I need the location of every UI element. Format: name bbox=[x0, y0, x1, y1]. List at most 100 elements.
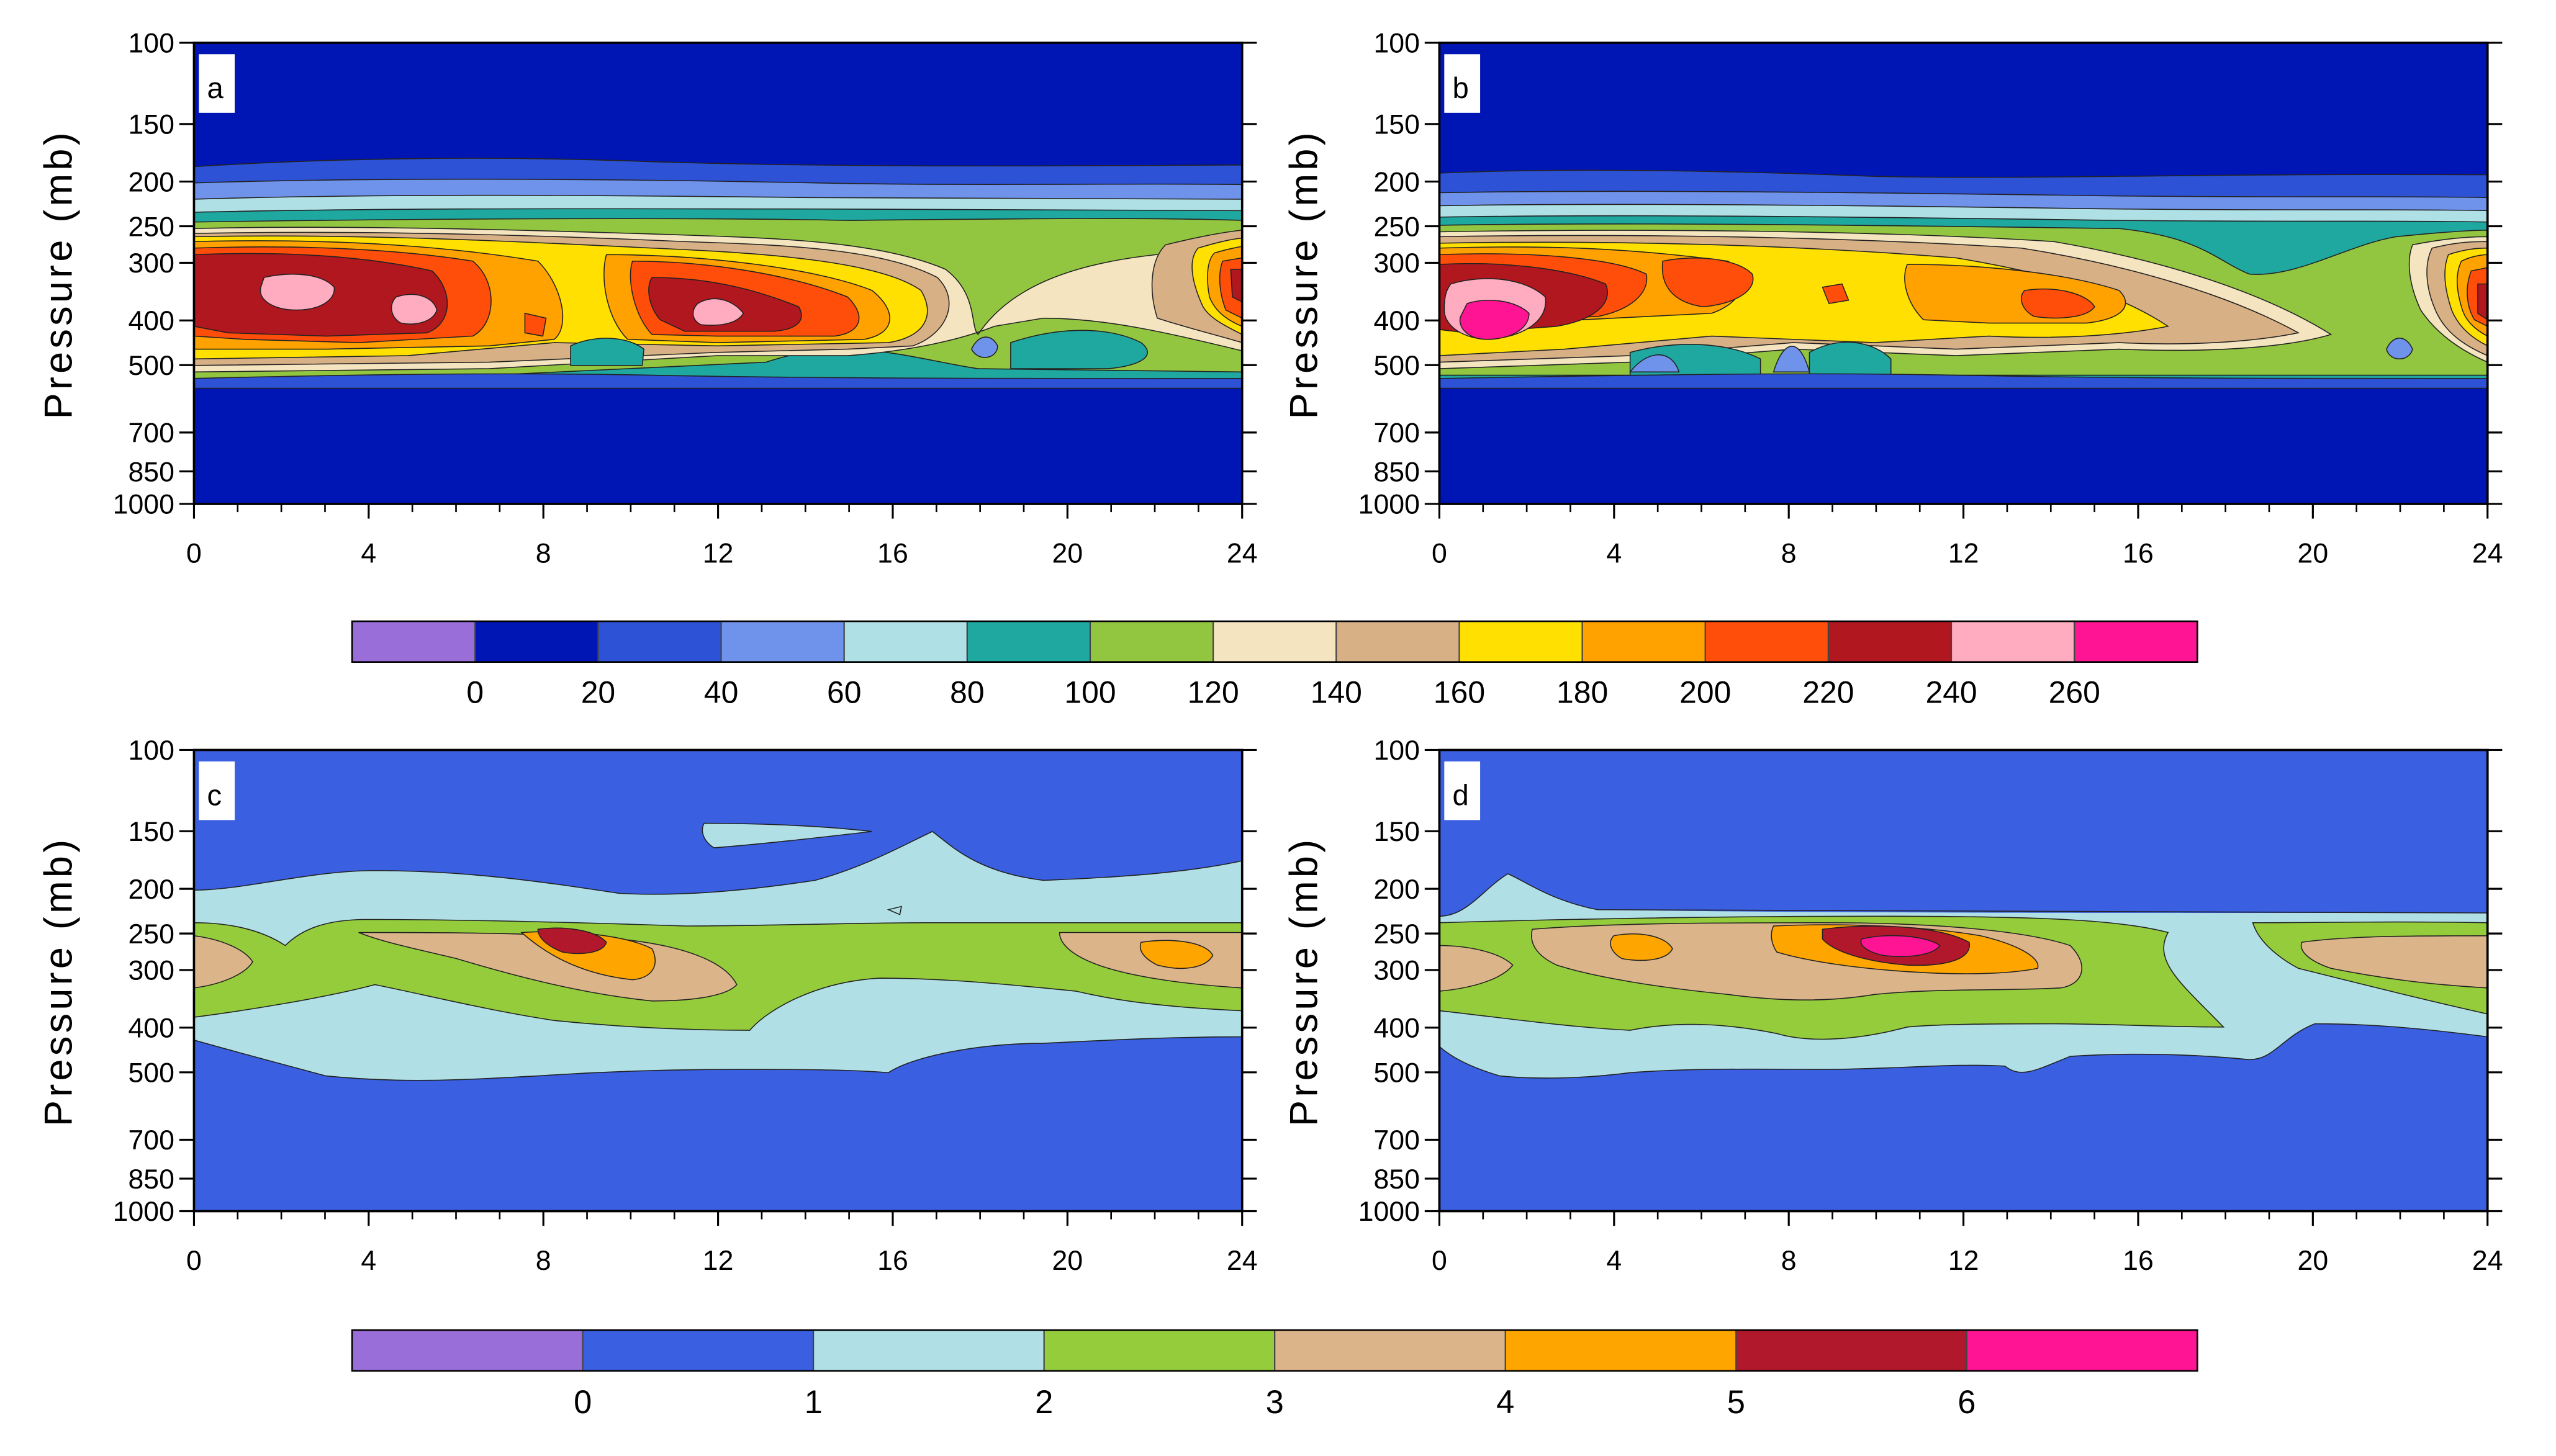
panel-b-bottom-fill bbox=[1439, 387, 2488, 504]
panel-c-xtick-label: 20 bbox=[1052, 1246, 1083, 1276]
panel-c-ylabel: Pressure (mb) bbox=[37, 837, 81, 1126]
colorbar-bottom: 0 1 2 3 4 5 6 bbox=[351, 1329, 2198, 1421]
panel-c-xtick-label: 12 bbox=[703, 1246, 734, 1276]
panel-b-contour-220 bbox=[1439, 263, 2488, 334]
panel-b-ytick-label: 500 bbox=[1373, 351, 1419, 381]
colorbar-bottom-swatch bbox=[1735, 1329, 1967, 1372]
panel-b-contour-200 bbox=[1439, 253, 2488, 327]
panel-d-ytick-label: 700 bbox=[1373, 1125, 1419, 1156]
colorbar-bottom-swatch bbox=[813, 1329, 1045, 1372]
panel-b-label-box bbox=[1444, 54, 1481, 113]
panel-a: a bbox=[192, 42, 1244, 505]
panel-a-lower-band bbox=[194, 373, 1242, 392]
colorbar-top-swatch bbox=[1827, 620, 1953, 663]
panel-b-ytick-label: 100 bbox=[1373, 29, 1419, 59]
colorbar-bottom-frame bbox=[351, 1329, 2198, 1372]
panel-d-ytick-label: 400 bbox=[1373, 1013, 1419, 1044]
colorbar-top-label: 100 bbox=[1064, 675, 1116, 709]
panel-d-xtick-label: 4 bbox=[1606, 1246, 1622, 1276]
panel-a-lower-teal bbox=[570, 330, 1149, 369]
colorbar-top-swatch bbox=[1704, 620, 1829, 663]
colorbar-top-label: 160 bbox=[1434, 675, 1485, 709]
panel-c-ytick-label: 300 bbox=[128, 956, 174, 986]
colorbar-top-label: 200 bbox=[1679, 675, 1731, 709]
panel-c-ytick-label: 250 bbox=[128, 919, 174, 950]
colorbar-bottom-label: 6 bbox=[1958, 1384, 1976, 1421]
panel-d: d bbox=[1438, 748, 2489, 1213]
panel-b-lower-band bbox=[1439, 373, 2488, 392]
panel-a-label-box bbox=[199, 54, 235, 113]
colorbar-bottom-label: 3 bbox=[1266, 1384, 1284, 1421]
panel-c-ytick-label: 100 bbox=[128, 735, 174, 766]
panel-d-ytick-label: 1000 bbox=[1358, 1197, 1420, 1227]
colorbar-bottom-label: 1 bbox=[805, 1384, 823, 1421]
colorbar-top-label: 220 bbox=[1802, 675, 1854, 709]
panel-d-ytick-label: 200 bbox=[1373, 874, 1419, 905]
colorbar-top-label: 0 bbox=[466, 675, 484, 709]
panel-d-xtick-label: 16 bbox=[2123, 1246, 2154, 1276]
colorbar-top-label: 60 bbox=[827, 675, 861, 709]
colorbar-top: 0 20 40 60 80 100 120 140 160 180 200 220 240 260 bbox=[351, 620, 2198, 709]
colorbar-bottom-swatch bbox=[1274, 1329, 1506, 1372]
colorbar-top-swatch bbox=[474, 620, 599, 663]
panel-b-xtick-label: 0 bbox=[1432, 538, 1447, 568]
panel-c-label-box bbox=[199, 761, 235, 820]
panel-b-ytick-label: 400 bbox=[1373, 306, 1419, 336]
colorbar-bottom-swatch bbox=[582, 1329, 815, 1372]
panel-d-xtick-label: 12 bbox=[1948, 1246, 1979, 1276]
panel-b-lower-blue bbox=[1629, 338, 2413, 373]
panel-a-lower-blue bbox=[971, 336, 998, 358]
panel-a-xtick-label: 20 bbox=[1052, 538, 1083, 568]
panel-c-contours bbox=[194, 750, 1242, 1211]
panel-d-contours bbox=[1439, 750, 2488, 1211]
panel-a-ytick-label: 200 bbox=[128, 167, 174, 197]
colorbar-bottom-swatch bbox=[1966, 1329, 2198, 1372]
panel-b-ytick-label: 1000 bbox=[1358, 490, 1420, 520]
colorbar-top-swatch bbox=[2074, 620, 2198, 663]
panel-d-ytick-label: 500 bbox=[1373, 1058, 1419, 1089]
colorbar-top-swatch bbox=[966, 620, 1091, 663]
panel-b-ytick-label: 250 bbox=[1373, 212, 1419, 242]
colorbar-bottom-label: 0 bbox=[574, 1384, 592, 1421]
panel-a-ytick-label: 250 bbox=[128, 212, 174, 242]
colorbar-top-label: 260 bbox=[2049, 675, 2100, 709]
panel-d-ytick-label: 250 bbox=[1373, 919, 1419, 950]
colorbar-bottom-swatch bbox=[351, 1329, 584, 1372]
panel-d-xtick-label: 24 bbox=[2472, 1246, 2503, 1276]
panel-c: c bbox=[192, 748, 1244, 1213]
panel-a-xtick-label: 16 bbox=[877, 538, 908, 568]
panel-d-ytick-label: 100 bbox=[1373, 735, 1419, 766]
colorbar-top-swatch bbox=[351, 620, 476, 663]
panel-a-xtick-label: 12 bbox=[703, 538, 734, 568]
panel-b-xtick-label: 24 bbox=[2472, 538, 2503, 568]
colorbar-top-swatch bbox=[597, 620, 722, 663]
panel-c-xtick-label: 4 bbox=[361, 1246, 376, 1276]
panel-a-ytick-label: 100 bbox=[128, 29, 174, 59]
colorbar-top-label: 120 bbox=[1188, 675, 1239, 709]
panel-a-ylabel: Pressure (mb) bbox=[37, 129, 81, 419]
colorbar-top-swatch bbox=[1581, 620, 1706, 663]
panel-d-xtick-label: 8 bbox=[1781, 1246, 1797, 1276]
colorbar-bottom-swatch bbox=[1043, 1329, 1276, 1372]
panel-b: b bbox=[1438, 42, 2489, 505]
colorbar-top-label: 40 bbox=[704, 675, 738, 709]
panel-d-ytick-label: 150 bbox=[1373, 817, 1419, 847]
colorbar-top-swatch bbox=[1089, 620, 1214, 663]
panel-c-contour-5 bbox=[537, 927, 607, 955]
colorbar-top-label: 180 bbox=[1556, 675, 1608, 709]
colorbar-bottom-label: 4 bbox=[1496, 1384, 1514, 1421]
panel-b-xtick-label: 4 bbox=[1606, 538, 1622, 568]
panel-b-xtick-label: 16 bbox=[2123, 538, 2154, 568]
panel-c-xtick-label: 16 bbox=[877, 1246, 908, 1276]
colorbar-top-swatch bbox=[1951, 620, 2075, 663]
panel-c-ytick-label: 500 bbox=[128, 1058, 174, 1089]
colorbar-top-label: 140 bbox=[1311, 675, 1362, 709]
panel-d-label: d bbox=[1452, 780, 1468, 812]
panel-c-label: c bbox=[207, 780, 222, 812]
panel-a-label: a bbox=[207, 72, 224, 105]
colorbar-top-frame bbox=[351, 620, 2198, 663]
panel-c-contour-1-island bbox=[702, 822, 902, 915]
panel-b-xtick-label: 12 bbox=[1948, 538, 1979, 568]
colorbar-top-label: 80 bbox=[950, 675, 984, 709]
